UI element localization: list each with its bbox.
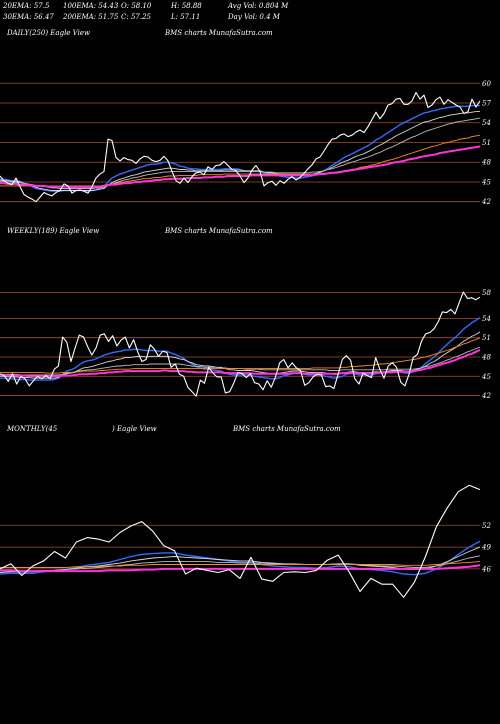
header-stat-8: L: 57.11	[170, 13, 200, 21]
monthly-tick-label-2: 46	[481, 565, 491, 573]
monthly-series-line-0	[0, 484, 481, 598]
daily-series-line-2	[0, 111, 480, 191]
weekly-tick-label-4: 45	[481, 373, 491, 381]
monthly-series-line-5	[0, 564, 481, 573]
daily-title: DAILY(250) Eagle View	[6, 29, 90, 37]
weekly-tick-label-5: 42	[481, 392, 491, 400]
weekly-tick-label-3: 48	[481, 353, 491, 361]
monthly-title-mid: ) Eagle View	[111, 425, 157, 433]
monthly-series-line-4	[0, 561, 481, 568]
header-stat-2: O: 58.10	[121, 2, 152, 10]
daily-series-line-4	[0, 134, 481, 187]
header-stat-0: 20EMA: 57.5	[2, 2, 50, 10]
weekly-series-line-0	[0, 291, 481, 397]
header-stat-1: 100EMA: 54.43	[63, 2, 119, 10]
header-stat-4: Avg Vol: 0.804 M	[227, 2, 289, 10]
header-stat-6: 200EMA: 51.75	[62, 13, 119, 21]
daily-series-line-5	[0, 145, 481, 189]
weekly-series-line-4	[0, 337, 481, 374]
header-stat-3: H: 58.88	[170, 2, 202, 10]
daily-tick-label-6: 42	[481, 198, 491, 206]
header-stat-9: Day Vol: 0.4 M	[227, 13, 281, 21]
daily-tick-label-1: 57	[482, 100, 491, 108]
weekly-series-line-2	[0, 331, 481, 379]
header-stat-5: 30EMA: 56.47	[3, 13, 54, 21]
weekly-tick-label-1: 54	[482, 315, 491, 323]
daily-tick-label-3: 51	[482, 139, 491, 147]
weekly-source-label: BMS charts MunafaSutra.com	[164, 227, 273, 235]
daily-tick-label-4: 48	[481, 159, 491, 167]
header-stat-7: C: 57.25	[121, 13, 152, 21]
monthly-series-line-3	[0, 555, 481, 572]
daily-series-line-3	[0, 117, 481, 189]
daily-series-line-0	[0, 91, 481, 203]
monthly-title: MONTHLY(45	[6, 425, 58, 433]
daily-tick-label-0: 60	[482, 80, 491, 88]
daily-tick-label-5: 45	[481, 178, 491, 186]
weekly-tick-label-0: 58	[482, 289, 491, 297]
daily-tick-label-2: 54	[482, 119, 491, 127]
monthly-source-label: BMS charts MunafaSutra.com	[232, 425, 341, 433]
monthly-tick-label-0: 52	[482, 522, 491, 530]
monthly-tick-label-1: 49	[481, 544, 491, 552]
daily-source-label: BMS charts MunafaSutra.com	[164, 29, 273, 37]
daily-series-line-1	[0, 104, 480, 192]
weekly-title: WEEKLY(189) Eagle View	[7, 227, 99, 235]
weekly-tick-label-2: 51	[482, 334, 491, 342]
